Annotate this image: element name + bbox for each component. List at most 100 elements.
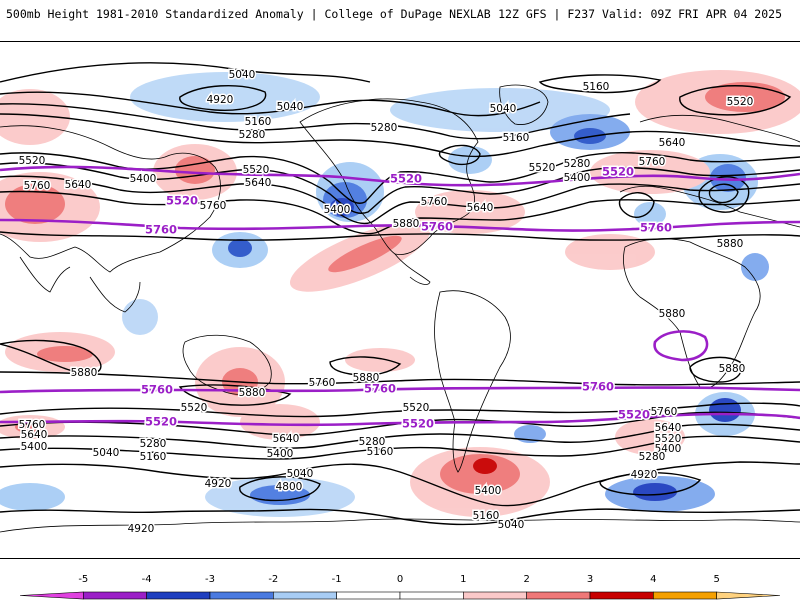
key-contour-label: 5760 [582,380,614,394]
colorbar-cell [19,591,84,600]
height-contour [0,423,800,449]
anomaly-negative [633,483,677,501]
height-contour-label: 5400 [130,173,157,185]
key-contour-label: 5520 [618,408,650,422]
height-contour-label: 5280 [564,158,591,170]
key-contour-label: 5520 [145,415,177,429]
height-contour-label: 5640 [65,179,92,191]
coastlines [0,84,800,533]
colorbar-tick-label: -4 [142,574,152,585]
colorbar-cell [589,591,654,600]
height-contour-label: 4920 [128,523,155,535]
colorbar: -5 -4 -3 -2 -1 0 1 2 3 4 5 [0,570,800,600]
height-contour-label: 5280 [140,438,167,450]
height-contour-label: 4920 [207,94,234,106]
height-contour-label: 5880 [659,308,686,320]
anomaly-positive [440,454,520,494]
height-contour-label: 5520 [181,402,208,414]
height-contour [0,435,800,460]
height-contour [0,371,800,386]
colorbar-tick-label: -1 [332,574,342,585]
colorbar-ticks: -5 -4 -3 -2 -1 0 1 2 3 4 5 [78,574,720,585]
height-contour-label: 5040 [277,101,304,113]
height-contour-label: 5160 [503,132,530,144]
anomaly-positive [175,156,215,184]
height-contour-label: 5280 [639,451,666,463]
height-contour-label: 5760 [24,180,51,192]
height-contour-label: 5880 [239,387,266,399]
height-contour-label: 5040 [490,103,517,115]
anomaly-positive [705,82,785,112]
north-america-outline [299,98,479,255]
height-contour [178,384,292,406]
height-contour [0,339,102,375]
height-label-layer: 5040492050405160528051605040528051605520… [17,68,755,537]
height-contour [239,476,321,502]
anomaly-positive [240,404,320,440]
height-contour [0,113,800,158]
height-contour [179,84,267,112]
anomaly-negative [514,425,546,443]
header: 500mb Height 1981-2010 Standardized Anom… [0,0,800,26]
australia-outline [182,334,272,395]
height-contour [329,356,402,376]
height-contour-label: 5400 [475,485,502,497]
anomaly-positive [328,235,402,273]
height-contour [618,192,655,218]
colorbar-tick-label: -3 [205,574,215,585]
height-contour-label: 5760 [639,156,666,168]
key-contour-label: 5520 [166,194,198,208]
height-contour-label: 5880 [393,218,420,230]
height-contour-label: 5880 [719,363,746,375]
height-contour [599,472,702,496]
model-run-info: 12Z GFS | F237 Valid: 09Z FRI APR 04 202… [498,7,782,21]
colorbar-tick-label: 4 [650,574,656,585]
key-contour-label: 5760 [145,223,177,237]
height-contour-label: 5040 [93,447,120,459]
europe-south-outline [619,185,800,228]
height-contour-label: 5040 [287,468,314,480]
height-contour-label: 5640 [245,177,272,189]
height-contour-label: 5400 [324,204,351,216]
colorbar-cell [399,591,464,600]
anomaly-negative [390,88,610,132]
height-contours [0,62,800,526]
map-title: 500mb Height 1981-2010 Standardized Anom… [6,7,491,21]
height-contour [0,402,800,418]
height-contour [0,103,631,140]
anomaly-negative [574,128,606,144]
colorbar-tick-label: -5 [78,574,88,585]
key-contour-label: 5760 [364,382,396,396]
height-contour-label: 5760 [651,406,678,418]
height-contour [538,74,662,94]
height-contour-label: 5640 [467,202,494,214]
height-contour-label: 5160 [473,510,500,522]
anomaly-positive [5,184,65,224]
colorbar-cells [19,591,781,600]
india-outline [19,256,71,293]
anomaly-negative [634,202,666,226]
height-contour-label: 5640 [273,433,300,445]
africa-outline [623,238,761,389]
europe-north-outline [639,114,800,143]
height-contour-label: 5280 [371,122,398,134]
height-contour-label: 5040 [229,69,256,81]
colorbar-cell [146,591,211,600]
anomaly-positive [590,150,710,194]
height-contour-label: 5520 [727,96,754,108]
key-contours [0,165,800,427]
height-contour [0,91,541,117]
anomaly-negative [741,253,769,281]
colorbar-tick-label: 0 [397,574,403,585]
anomaly-positive [0,89,70,145]
height-contour [0,231,800,241]
height-contour [438,144,481,166]
height-contour-label: 5640 [659,137,686,149]
key-contour-label: 5760 [141,383,173,397]
south-america-outline [434,290,511,473]
contour-5760-south [0,386,800,394]
colorbar-tick-label: -2 [268,574,278,585]
key-contour-label: 5520 [390,172,422,186]
key-contour-label: 5520 [602,165,634,179]
